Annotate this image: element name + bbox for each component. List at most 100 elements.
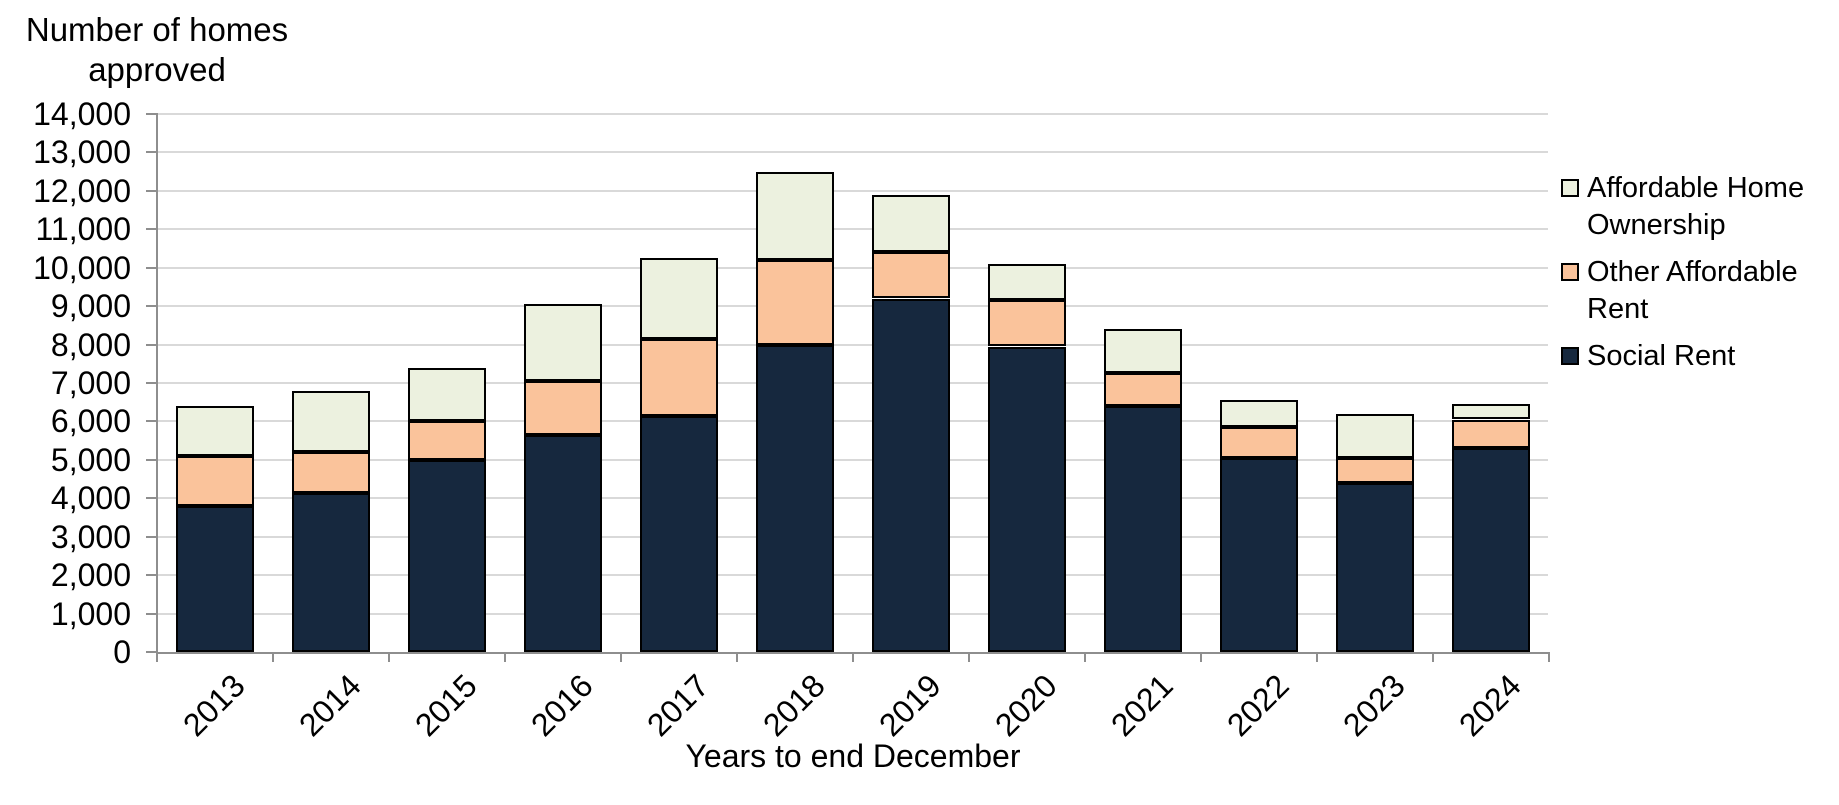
y-tick-label-10000: 10,000	[33, 249, 131, 286]
y-tick-label-0: 0	[113, 634, 131, 670]
gridline-8000	[158, 343, 1548, 346]
gridline-7000	[158, 382, 1548, 384]
bar-2023-social-rent	[1336, 482, 1414, 652]
x-tick-label-2023: 2023	[1335, 667, 1412, 744]
gridline-11000	[158, 228, 1548, 231]
y-tick-label-7000: 7,000	[50, 365, 131, 401]
x-tickmark-7	[968, 652, 970, 662]
x-tick-label-2016: 2016	[523, 667, 600, 744]
gridline-13000	[158, 151, 1548, 154]
bar-2014-social-rent	[292, 492, 370, 652]
bar-2023-other-affordable-rent	[1336, 457, 1414, 483]
x-tick-label-2017: 2017	[639, 667, 716, 744]
gridline-10000	[158, 266, 1548, 269]
y-tickmark-3000	[146, 535, 158, 538]
y-tickmark-11000	[146, 228, 158, 231]
bar-2021-social-rent	[1104, 406, 1182, 652]
gridline-6000	[158, 420, 1548, 423]
legend-item-affordable-home-ownership: Affordable Home Ownership	[1561, 170, 1839, 244]
x-tickmark-8	[1084, 652, 1086, 662]
x-tickmark-2	[388, 652, 390, 662]
x-tickmark-3	[504, 652, 506, 662]
legend: Affordable Home Ownership Other Affordab…	[1561, 170, 1839, 375]
x-tickmark-1	[272, 652, 274, 662]
legend-item-social-rent: Social Rent	[1561, 338, 1839, 375]
y-axis-title-line2: approved	[88, 51, 226, 88]
y-tickmark-12000	[146, 189, 158, 192]
bar-2018-other-affordable-rent	[756, 260, 834, 345]
bar-2019-other-affordable-rent	[872, 252, 950, 299]
gridline-4000	[158, 497, 1548, 500]
bar-2016-other-affordable-rent	[524, 381, 602, 435]
bar-2013-social-rent	[176, 506, 254, 652]
legend-label-other-affordable-rent: Other Affordable Rent	[1587, 256, 1798, 325]
y-tick-label-1000: 1,000	[50, 595, 131, 632]
y-tick-label-12000: 12,000	[33, 172, 131, 209]
y-tick-label-3000: 3,000	[50, 518, 131, 555]
bar-2015-social-rent	[408, 459, 486, 652]
bar-2018-social-rent	[756, 344, 834, 652]
bar-2024-social-rent	[1452, 448, 1530, 652]
x-tick-label-2020: 2020	[987, 667, 1064, 744]
bar-2015-affordable-home-ownership	[408, 367, 486, 422]
y-tickmark-5000	[146, 458, 158, 461]
y-tick-label-4000: 4,000	[50, 480, 131, 517]
y-tick-label-5000: 5,000	[50, 441, 131, 478]
bar-2022-affordable-home-ownership	[1220, 400, 1298, 428]
y-tick-label-6000: 6,000	[50, 403, 131, 440]
y-axis-title-line1: Number of homes	[25, 11, 289, 48]
x-axis-title: Years to end December	[685, 738, 1021, 774]
gridline-5000	[158, 458, 1548, 461]
bar-2013-other-affordable-rent	[176, 456, 254, 506]
bar-2014-affordable-home-ownership	[292, 390, 370, 453]
bar-2019-affordable-home-ownership	[872, 194, 950, 253]
legend-label-social-rent: Social Rent	[1587, 340, 1736, 372]
x-tickmark-11	[1432, 652, 1434, 662]
bar-2014-other-affordable-rent	[292, 452, 370, 493]
bar-2016-social-rent	[524, 434, 602, 652]
x-tick-label-2015: 2015	[407, 667, 484, 744]
x-tickmark-5	[736, 652, 738, 662]
bar-2013-affordable-home-ownership	[176, 406, 254, 457]
bar-2024-affordable-home-ownership	[1452, 404, 1530, 420]
legend-swatch-other-affordable-rent	[1561, 263, 1579, 281]
x-tickmark-12	[1548, 652, 1550, 662]
x-tickmark-6	[852, 652, 854, 662]
bar-2020-other-affordable-rent	[988, 300, 1066, 347]
bar-2018-affordable-home-ownership	[756, 171, 834, 260]
y-tickmark-10000	[146, 266, 158, 269]
bar-2021-affordable-home-ownership	[1104, 329, 1182, 374]
x-tick-label-2014: 2014	[291, 667, 368, 744]
y-tickmark-9000	[146, 305, 158, 308]
bar-2016-affordable-home-ownership	[524, 304, 602, 382]
bar-2015-other-affordable-rent	[408, 421, 486, 460]
y-tick-label-2000: 2,000	[50, 557, 131, 594]
y-tickmark-7000	[146, 382, 158, 384]
y-tick-label-8000: 8,000	[50, 326, 131, 363]
y-tickmark-4000	[146, 497, 158, 500]
x-tick-label-2013: 2013	[175, 667, 252, 744]
x-tick-label-2019: 2019	[871, 667, 948, 744]
gridline-9000	[158, 305, 1548, 308]
bar-2020-social-rent	[988, 346, 1066, 652]
y-tickmark-14000	[146, 113, 158, 115]
bar-2023-affordable-home-ownership	[1336, 413, 1414, 458]
x-tickmark-10	[1316, 652, 1318, 662]
gridline-1000	[158, 612, 1548, 615]
x-tick-label-2022: 2022	[1219, 667, 1296, 744]
x-tickmark-4	[620, 652, 622, 662]
y-axis-title: Number of homes approved	[24, 10, 290, 90]
bar-2022-social-rent	[1220, 457, 1298, 652]
y-tick-label-13000: 13,000	[33, 134, 131, 171]
y-tick-label-11000: 11,000	[35, 211, 132, 248]
bar-2017-affordable-home-ownership	[640, 258, 718, 339]
legend-swatch-social-rent	[1561, 347, 1579, 365]
legend-swatch-affordable-home-ownership	[1561, 179, 1579, 197]
gridline-2000	[158, 574, 1548, 577]
x-tick-label-2018: 2018	[755, 667, 832, 744]
bar-2019-social-rent	[872, 298, 950, 652]
y-tick-label-9000: 9,000	[50, 288, 131, 325]
legend-item-other-affordable-rent: Other Affordable Rent	[1561, 254, 1839, 328]
gridline-12000	[158, 189, 1548, 192]
y-tickmark-2000	[146, 574, 158, 577]
